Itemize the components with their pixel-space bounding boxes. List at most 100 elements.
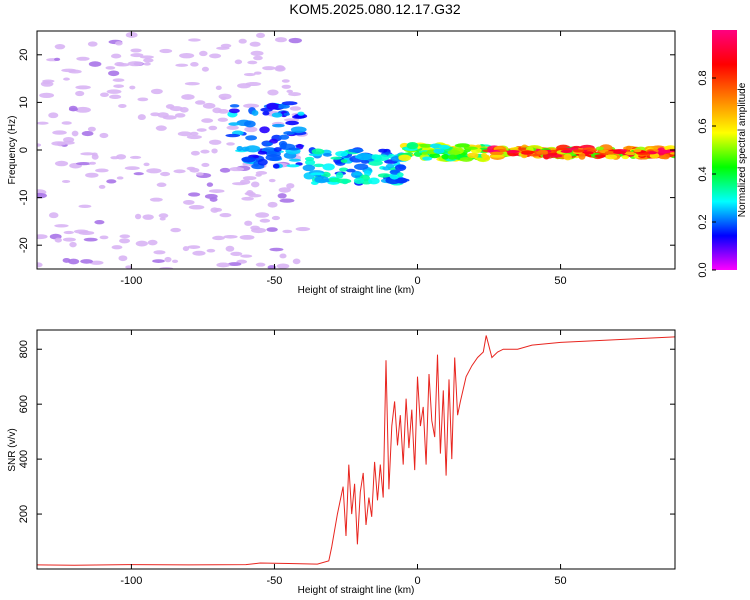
spectrogram-blob xyxy=(244,220,253,226)
spectrogram-blob xyxy=(135,240,148,247)
spectrogram-blob xyxy=(215,85,222,91)
spectrogram-blob xyxy=(76,161,92,166)
spectrogram-blob xyxy=(266,102,279,110)
snr-y-axis: 200 400 600 800 xyxy=(18,340,675,523)
spectrogram-blob xyxy=(433,148,445,154)
spectrogram-blob xyxy=(175,63,189,67)
snr-y-tick-label: 800 xyxy=(18,340,30,358)
spectrogram-blob xyxy=(99,235,109,240)
spectrogram-blob xyxy=(188,38,201,42)
spectrogram-blob xyxy=(277,193,287,199)
spectrogram-blob xyxy=(201,118,214,123)
spectrogram-blob xyxy=(142,214,154,220)
spectrogram-blob xyxy=(211,148,218,154)
spectrogram-blob xyxy=(283,112,290,116)
spectrogram-blob xyxy=(48,112,59,119)
spectrogram-blob xyxy=(157,112,169,118)
spectrogram-blob xyxy=(481,152,488,158)
spectrogram-core xyxy=(506,150,520,154)
spectrogram-blob xyxy=(223,235,238,239)
spectrogram-blob xyxy=(119,234,131,239)
spectrogram-blob xyxy=(272,123,285,128)
spectrogram-blob xyxy=(208,139,222,145)
spectrogram-blob xyxy=(220,43,232,48)
snr-x-axis: -100 -50 0 50 xyxy=(120,330,567,587)
spectrogram-blob xyxy=(441,153,450,160)
spectrogram-blob xyxy=(595,146,604,151)
spectrogram-blob xyxy=(241,156,256,163)
spectrogram-blob xyxy=(208,125,218,131)
spectrogram-blob xyxy=(184,82,200,86)
spectrogram-blobs xyxy=(37,31,675,269)
spectrogram-blob xyxy=(134,213,142,220)
spectrogram-blob xyxy=(251,110,259,116)
spectrogram-blob xyxy=(87,41,98,47)
spectrogram-blob xyxy=(226,142,235,146)
spectrogram-y-tick-label: 20 xyxy=(18,49,30,61)
spectrogram-blob xyxy=(146,168,162,174)
spectrogram-core xyxy=(613,150,626,154)
spectrogram-blob xyxy=(113,84,125,88)
spectrogram-blob xyxy=(190,62,199,67)
spectrogram-blob xyxy=(244,126,258,133)
spectrogram-blob xyxy=(143,162,150,167)
spectrogram-blob xyxy=(106,179,117,184)
spectrogram-blob xyxy=(429,153,441,159)
spectrogram-blob xyxy=(232,182,247,186)
spectrogram-blob xyxy=(265,142,274,146)
spectrogram-blob xyxy=(267,201,278,208)
spectrogram-blob xyxy=(305,159,316,166)
spectrogram-blob xyxy=(200,149,210,154)
spectrogram-core xyxy=(604,150,615,155)
spectrogram-blob xyxy=(149,197,163,202)
spectrogram-blob xyxy=(218,93,232,100)
spectrogram-blob xyxy=(177,131,193,137)
spectrogram-blob xyxy=(346,168,356,173)
spectrogram-blob xyxy=(279,253,287,259)
spectrogram-blob xyxy=(279,134,290,140)
spectrogram-blob xyxy=(51,141,67,146)
spectrogram-blob xyxy=(578,152,586,160)
spectrogram-blob xyxy=(282,229,293,234)
spectrogram-blob xyxy=(78,230,95,236)
spectrogram-blob xyxy=(153,250,166,255)
spectrogram-blob xyxy=(147,239,158,246)
spectrogram-blob xyxy=(37,262,43,268)
spectrogram-core xyxy=(584,151,594,155)
spectrogram-blob xyxy=(259,218,271,223)
spectrogram-blob xyxy=(150,88,163,95)
spectrogram-blob xyxy=(228,122,240,126)
spectrogram-blob xyxy=(250,50,264,56)
spectrogram-blob xyxy=(143,62,151,66)
spectrogram-core xyxy=(573,149,585,153)
spectrogram-blob xyxy=(228,108,240,114)
spectrogram-x-label: Height of straight line (km) xyxy=(298,285,415,296)
snr-y-tick-label: 200 xyxy=(18,505,30,523)
snr-y-tick-label: 400 xyxy=(18,450,30,468)
spectrogram-blob xyxy=(37,121,49,125)
spectrogram-blob xyxy=(297,111,305,116)
spectrogram-blob xyxy=(206,182,214,187)
colorbar-gradient xyxy=(712,30,737,270)
spectrogram-x-tick-label: 50 xyxy=(554,275,566,287)
spectrogram-blob xyxy=(286,164,300,168)
spectrogram-blob xyxy=(170,227,181,233)
spectrogram-blob xyxy=(189,131,199,136)
spectrogram-blob xyxy=(112,78,125,82)
snr-x-tick-label: 50 xyxy=(554,575,566,587)
spectrogram-blob xyxy=(190,150,200,156)
spectrogram-blob xyxy=(192,250,206,256)
spectrogram-blob xyxy=(353,172,363,176)
spectrogram-blob xyxy=(127,61,143,67)
spectrogram-blob xyxy=(243,103,260,109)
spectrogram-blob xyxy=(150,112,160,117)
spectrogram-x-axis: -100 -50 0 50 xyxy=(120,31,567,287)
spectrogram-blob xyxy=(382,166,391,171)
spectrogram-blob xyxy=(447,154,458,160)
spectrogram-blob xyxy=(133,172,144,176)
spectrogram-blob xyxy=(54,160,69,167)
spectrogram-blob xyxy=(186,135,202,140)
spectrogram-blob xyxy=(54,224,69,228)
spectrogram-blob xyxy=(421,151,429,155)
spectrogram-blob xyxy=(100,92,109,98)
